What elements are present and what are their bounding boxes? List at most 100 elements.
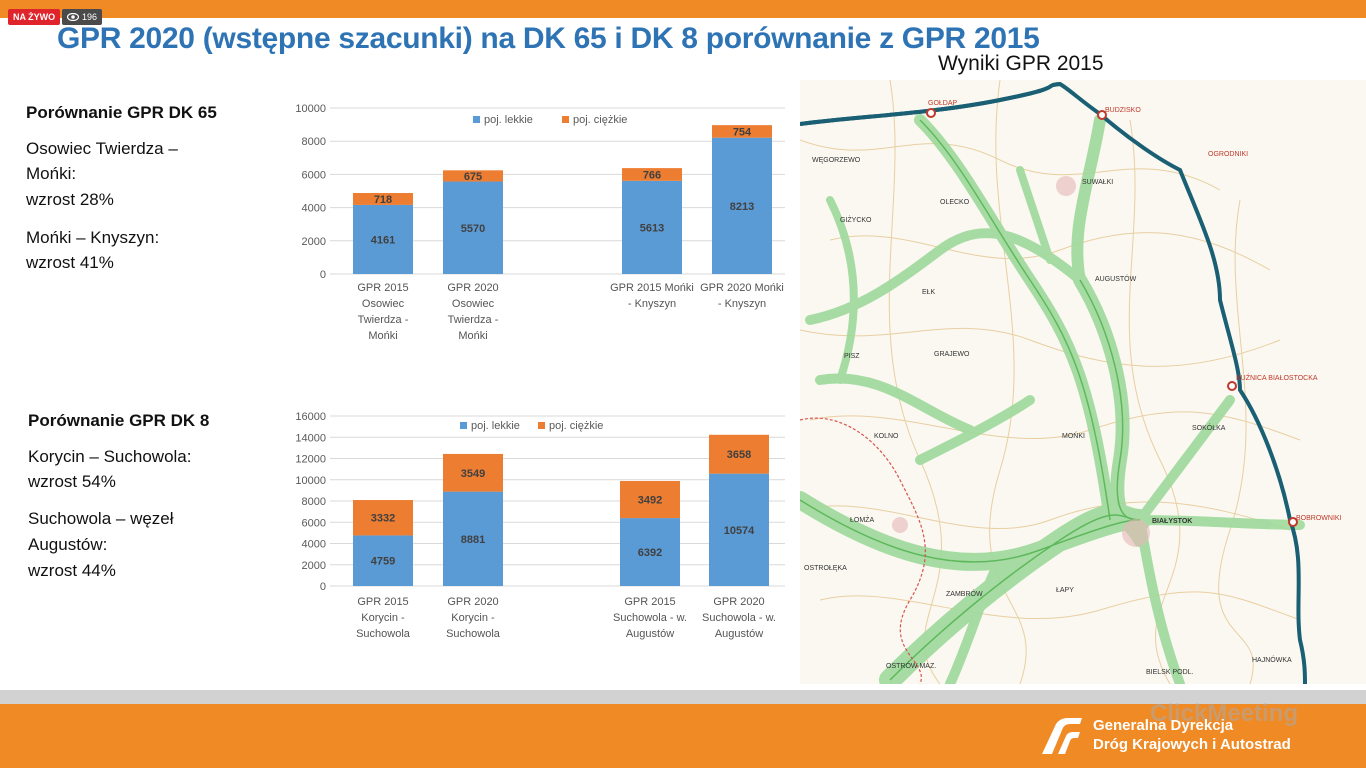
x-category-label: GPR 2020 Osowiec Twierdza - Mońki (425, 280, 521, 344)
bar-light-vehicles (443, 491, 503, 586)
y-tick-label: 12000 (295, 454, 326, 466)
dk65-stat-line: Osowiec Twierdza – (26, 139, 178, 158)
dk8-stat-line: wzrost 54% (28, 472, 116, 491)
place-label: BIAŁYSTOK (1152, 518, 1192, 525)
y-tick-label: 4000 (302, 539, 326, 551)
gddkia-logo-icon (1042, 718, 1082, 754)
bar-data-label: 754 (733, 126, 752, 138)
bar-heavy-vehicles (443, 170, 503, 182)
top-accent-bar (0, 0, 1366, 18)
viewer-count-badge: 196 (62, 9, 103, 25)
place-label: BIELSK PODL. (1146, 669, 1194, 676)
live-badge: NA ŻYWO (8, 9, 61, 25)
place-label: SUWAŁKI (1082, 179, 1113, 186)
org-line-1: Generalna Dyrekcja (1093, 717, 1234, 734)
y-tick-label: 8000 (302, 496, 326, 508)
x-category-label-line: Suchowola - w. (613, 612, 687, 624)
bar-light-vehicles (712, 137, 772, 274)
bar-heavy-vehicles (622, 168, 682, 181)
x-category-label-line: - Knyszyn (627, 298, 677, 310)
bar-data-label: 8881 (461, 534, 485, 546)
x-category-label-line: GPR 2020 Mońki (700, 282, 784, 294)
place-label: AUGUSTÓW (1095, 274, 1137, 283)
place-label: KOLNO (874, 433, 899, 440)
place-label: OGRODNIKI (1208, 151, 1248, 158)
x-category-label-line: Korycin - (361, 612, 405, 624)
bar-heavy-vehicles (443, 453, 503, 492)
bar-data-label: 675 (464, 171, 482, 183)
org-line-2: Dróg Krajowych i Autostrad (1093, 736, 1291, 753)
y-tick-label: 2000 (302, 560, 326, 572)
x-category-label-line: Osowiec (451, 298, 495, 310)
x-category-label-line: Mońki (368, 330, 398, 342)
bar-data-label: 718 (374, 194, 392, 206)
y-tick-label: 6000 (302, 517, 326, 529)
y-tick-label: 6000 (302, 169, 326, 181)
x-category-label-line: GPR 2020 (447, 282, 499, 294)
place-label: ZAMBRÓW (946, 589, 983, 598)
bar-light-vehicles (620, 518, 680, 586)
place-label: MOŃKI (1062, 431, 1085, 440)
dk8-stat-line: Augustów: (28, 535, 108, 554)
bar-data-label: 8213 (730, 201, 754, 213)
dk65-stat-line: wzrost 28% (26, 190, 114, 209)
x-category-label-line: GPR 2015 (357, 282, 409, 294)
dk8-stat-line: Korycin – Suchowola: (28, 447, 192, 466)
clickmeeting-watermark: ClickMeeting (1150, 700, 1299, 727)
x-category-label-line: Augustów (625, 628, 675, 640)
place-label: SOKÓŁKA (1192, 423, 1226, 432)
bar-light-vehicles (709, 473, 769, 586)
x-category-label-line: Suchowola (446, 628, 500, 640)
x-category-label-line: GPR 2015 (357, 596, 409, 608)
dk8-stat-line: wzrost 44% (28, 561, 116, 580)
dk65-stat-line: wzrost 41% (26, 253, 114, 272)
bar-light-vehicles (443, 181, 503, 274)
place-label: WĘGORZEWO (812, 157, 861, 164)
dk8-heading: Porównanie GPR DK 8 (28, 411, 210, 430)
bar-data-label: 10574 (724, 525, 755, 537)
place-label: OLECKO (940, 199, 970, 206)
dk65-traffic-chart: 0 2000 4000 6000 8000 10000 poj. lekkie poj. ci… (280, 98, 795, 358)
bar-heavy-vehicles (709, 434, 769, 474)
y-tick-label: 0 (320, 581, 326, 593)
dk8-stat-line: Suchowola – węzeł (28, 509, 174, 528)
x-category-label: GPR 2015 Mońki - Knyszyn (604, 280, 700, 312)
dk65-stat-line: Mońki – Knyszyn: (26, 228, 160, 247)
y-tick-label: 4000 (302, 203, 326, 215)
footer-bar (0, 704, 1366, 768)
legend-swatch (473, 116, 480, 123)
place-label: PISZ (844, 353, 860, 360)
x-category-label-line: GPR 2020 (713, 596, 765, 608)
eye-icon (67, 13, 79, 21)
x-category-label: GPR 2020 Suchowola - w. Augustów (691, 594, 787, 642)
bar-data-label: 5613 (640, 222, 664, 234)
bar-light-vehicles (353, 535, 413, 586)
legend-label: poj. ciężkie (573, 114, 627, 126)
place-label: OSTROŁĘKA (804, 565, 847, 572)
place-label: ŁOMŻA (850, 515, 874, 524)
place-label: EŁK (922, 289, 936, 296)
place-label: BOBROWNIKI (1296, 515, 1342, 522)
legend-label: poj. lekkie (471, 420, 520, 432)
map-title: Wyniki GPR 2015 (938, 52, 1104, 75)
bar-data-label: 4161 (371, 234, 395, 246)
y-tick-label: 0 (320, 269, 326, 281)
place-label: ŁAPY (1056, 587, 1074, 594)
x-category-label-line: Twierdza - (447, 314, 499, 326)
x-category-label-line: Suchowola - w. (702, 612, 776, 624)
bar-data-label: 4759 (371, 556, 395, 568)
x-category-label: GPR 2020 Korycin - Suchowola (425, 594, 521, 642)
bar-light-vehicles (622, 180, 682, 274)
x-category-label-line: - Knyszyn (717, 298, 767, 310)
footer-divider (0, 690, 1366, 704)
legend-swatch (562, 116, 569, 123)
bar-data-label: 5570 (461, 223, 485, 235)
y-tick-label: 8000 (302, 136, 326, 148)
gddkia-org-name: Generalna Dyrekcja Dróg Krajowych i Auto… (1093, 716, 1291, 754)
x-category-label-line: Twierdza - (357, 314, 409, 326)
bar-heavy-vehicles (353, 193, 413, 205)
x-category-label-line: Mońki (458, 330, 488, 342)
traffic-map-svg: GOŁDAP BUDZISKO OGRODNIKI SUWAŁKI WĘGORZ… (800, 80, 1366, 684)
dk8-traffic-chart: 0 2000 4000 6000 8000 10000 12000 14000 16000 poj… (280, 408, 795, 648)
slide-title: GPR 2020 (wstępne szacunki) na DK 65 i D… (57, 22, 1040, 55)
